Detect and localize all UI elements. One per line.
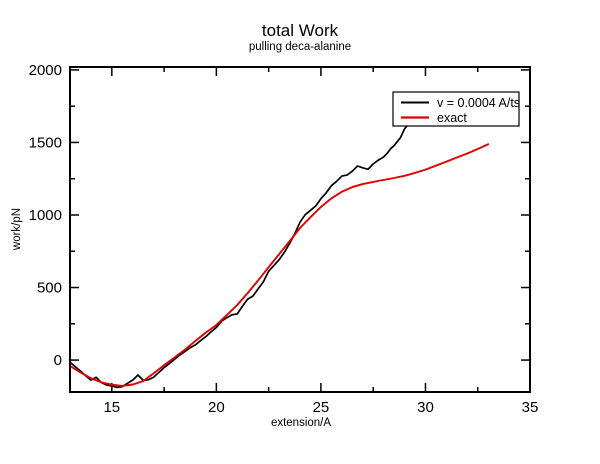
legend-label-1: exact	[437, 111, 467, 125]
x-tick-label: 20	[208, 399, 225, 416]
y-tick-label: 2000	[29, 62, 62, 79]
x-tick-label: 35	[522, 399, 539, 416]
y-tick-label: 500	[37, 280, 62, 297]
legend-label-0: v = 0.0004 A/ts	[437, 96, 520, 110]
series-line-0	[69, 125, 408, 389]
series-line-1	[69, 143, 490, 387]
x-tick-label: 15	[103, 399, 120, 416]
x-axis-label: extension/A	[270, 417, 332, 429]
legend-box	[392, 91, 520, 127]
y-tick-label: 1500	[29, 134, 62, 151]
chart-subtitle: pulling deca-alanine	[248, 41, 352, 53]
chart-title: total Work	[261, 21, 339, 40]
plot-frame	[69, 66, 531, 393]
y-tick-label: 0	[54, 352, 62, 369]
x-tick-label: 25	[313, 399, 330, 416]
x-tick-label: 30	[417, 399, 434, 416]
y-tick-label: 1000	[29, 207, 62, 224]
